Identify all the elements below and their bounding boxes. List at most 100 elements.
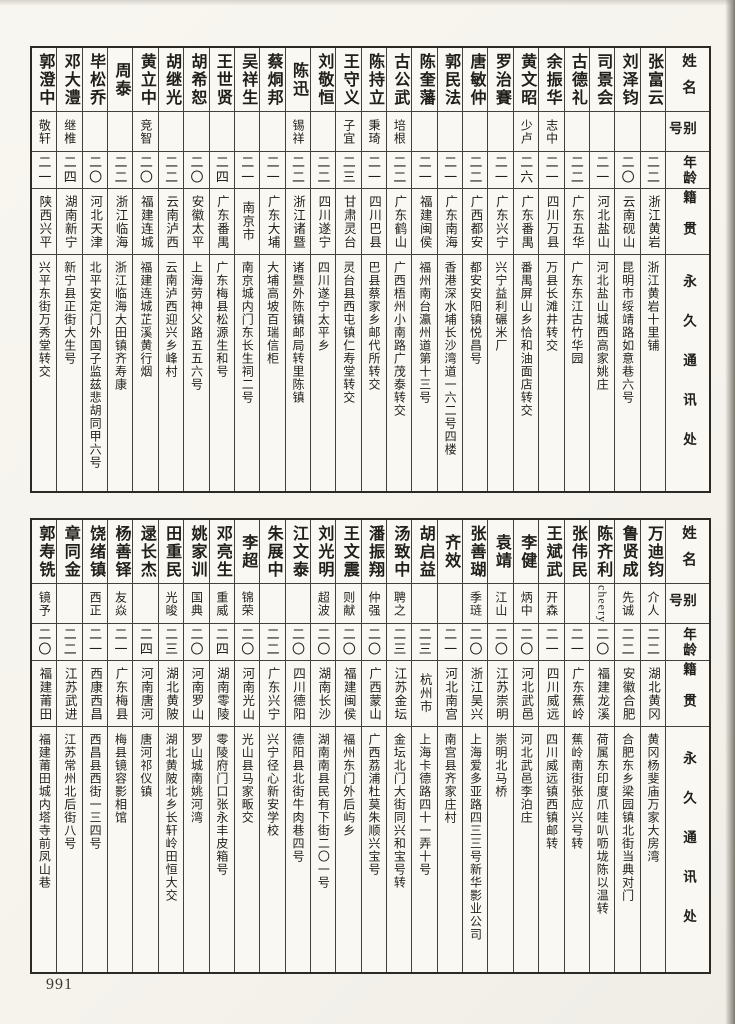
person-name: 吴祥生 <box>234 48 260 112</box>
person-record: 张伟民 二一 广东蕉岭 蕉岭南街张应兴号转 <box>564 520 590 972</box>
person-age: 二三 <box>336 152 361 189</box>
person-record: 田重民 光晙 二三 湖北黄陂 湖北黄陂北乡长轩岭田恒大交 <box>158 520 185 972</box>
person-address: 零陵府门口张永丰皮箱号 <box>214 733 229 876</box>
person-address: 河北武邑李泊庄 <box>519 733 534 824</box>
person-native-place: 广东大埔 <box>260 189 285 255</box>
person-native-place: 广东梅县 <box>108 661 133 727</box>
person-age: 二二 <box>564 152 589 189</box>
person-name: 古德礼 <box>564 48 589 112</box>
person-address: 福建连城芷溪黄行烟 <box>138 261 153 378</box>
person-record: 陈迅 锡祥 二二 浙江诸暨 诸暨外陈镇邮局转里陈镇 <box>285 48 311 491</box>
person-courtesy-name <box>133 584 158 624</box>
person-name: 王守义 <box>336 48 361 112</box>
person-age: 二〇 <box>285 624 310 661</box>
person-courtesy-name <box>640 112 665 152</box>
person-courtesy-name <box>615 112 640 152</box>
person-courtesy-name <box>260 112 285 152</box>
person-address: 北平安定门外国子监兹悲胡同甲六号 <box>88 261 103 469</box>
person-age: 二〇 <box>234 624 260 661</box>
person-name: 郭民法 <box>437 48 463 112</box>
person-name: 邓大澧 <box>57 48 82 112</box>
person-record: 逯长杰 二四 河南唐河 唐河祁仪镇 <box>133 520 159 972</box>
person-age: 二〇 <box>463 624 488 661</box>
person-name: 胡启益 <box>412 520 437 584</box>
person-record: 章同金 二二 江苏武进 江苏常州北后街八号 <box>57 520 83 972</box>
person-record: 饶绪镇 西正 二一 西康西昌 西昌县西街一三四号 <box>82 520 109 972</box>
person-address: 灵台县西屯镇仁寿堂转交 <box>341 261 356 404</box>
person-name: 陈迅 <box>285 48 310 112</box>
person-native-place: 广东番禺 <box>513 189 539 255</box>
header-native-label: 籍贯 <box>666 661 709 727</box>
person-courtesy-name <box>260 584 285 624</box>
person-address: 湖南南县民有下街二〇一号 <box>316 733 331 889</box>
person-record: 万迪钧 介人 二二 湖北黄冈 黄冈杨斐庙万家大房湾 <box>640 520 666 972</box>
person-native-place: 湖北黄冈 <box>640 661 665 727</box>
person-native-place: 四川万县 <box>539 189 564 255</box>
person-record: 陈奎藩 二一 福建闽侯 福州南台瀛州道第十三号 <box>412 48 438 491</box>
person-native-place: 浙江诸暨 <box>285 189 310 255</box>
header-age-label: 年龄 <box>666 152 709 189</box>
person-record: 王斌武 开森 二一 四川威远 四川威远镇西镇邮转 <box>539 520 565 972</box>
person-native-place: 福建闽侯 <box>336 661 361 727</box>
person-courtesy-name: 友焱 <box>108 584 133 624</box>
person-record: 余振华 志中 二一 四川万县 万县长滩井转交 <box>539 48 565 491</box>
person-age: 二一 <box>539 624 564 661</box>
person-native-place: 河南光山 <box>234 661 260 727</box>
person-age: 二四 <box>57 152 82 189</box>
person-native-place: 河北盐山 <box>589 189 615 255</box>
person-age: 二一 <box>437 152 463 189</box>
person-courtesy-name: 锡祥 <box>285 112 310 152</box>
person-address: 昆明市绥靖路如意巷六号 <box>620 261 635 404</box>
person-native-place: 福建龙溪 <box>589 661 615 727</box>
person-name: 杨善铎 <box>108 520 133 584</box>
person-age: 二一 <box>260 152 285 189</box>
person-native-place: 广东兴宁 <box>488 189 513 255</box>
person-address: 新宁县正街大生号 <box>62 261 77 365</box>
person-native-place: 浙江黄岩 <box>640 189 665 255</box>
person-courtesy-name <box>285 584 310 624</box>
person-age: 二一 <box>82 624 108 661</box>
person-native-place: 广东五华 <box>564 189 589 255</box>
person-courtesy-name: 竞智 <box>133 112 158 152</box>
person-courtesy-name <box>57 584 82 624</box>
person-age: 二一 <box>412 152 437 189</box>
person-address: 河北盐山城西高家姚庄 <box>595 261 610 391</box>
person-address: 四川威远镇西镇邮转 <box>544 733 559 850</box>
person-address: 罗山城南姚河湾 <box>189 733 204 824</box>
person-name: 司景会 <box>589 48 615 112</box>
person-name: 王斌武 <box>539 520 564 584</box>
person-courtesy-name: 子宜 <box>336 112 361 152</box>
person-name: 唐敏仲 <box>463 48 488 112</box>
person-courtesy-name <box>108 112 133 152</box>
person-name: 田重民 <box>158 520 184 584</box>
person-age: 二二 <box>640 624 665 661</box>
person-courtesy-name <box>412 112 437 152</box>
person-record: 邓亮生 重威 二四 湖南零陵 零陵府门口张永丰皮箱号 <box>209 520 235 972</box>
scan-edge-shadow-right <box>725 0 735 1024</box>
person-age: 二一 <box>564 624 589 661</box>
person-native-place: 云南泸西 <box>158 189 184 255</box>
person-address: 浙江黄岩十里铺 <box>646 261 660 352</box>
person-record: 郭澄中 敬轩 二一 陕西兴平 兴平东街万秀堂转交 <box>32 48 58 491</box>
person-name: 万迪钧 <box>640 520 665 584</box>
person-native-place: 四川德阳 <box>285 661 310 727</box>
person-record: 齐效 二一 河北南宫 南宫县齐家庄村 <box>437 520 464 972</box>
person-name: 蔡烔邦 <box>260 48 285 112</box>
person-age: 二二 <box>260 624 285 661</box>
person-native-place: 安徽合肥 <box>615 661 640 727</box>
person-courtesy-name: 少卢 <box>513 112 539 152</box>
person-native-place: 南京市 <box>234 189 260 255</box>
header-courtesy-label: 别号 <box>666 584 709 624</box>
person-age: 二〇 <box>133 152 158 189</box>
person-address: 唐河祁仪镇 <box>138 733 153 798</box>
person-name: 黄文昭 <box>513 48 539 112</box>
person-courtesy-name: 国典 <box>184 584 209 624</box>
person-record: 唐敏仲 二二 广西都安 都安安阳镇悦昌号 <box>463 48 489 491</box>
person-native-place: 浙江吴兴 <box>463 661 488 727</box>
person-name: 陈奎藩 <box>412 48 437 112</box>
person-name: 陈持立 <box>361 48 387 112</box>
person-name: 张富云 <box>640 48 665 112</box>
person-name: 李超 <box>234 520 260 584</box>
person-age: 二〇 <box>615 152 640 189</box>
person-address: 广东东江古竹华园 <box>569 261 584 365</box>
